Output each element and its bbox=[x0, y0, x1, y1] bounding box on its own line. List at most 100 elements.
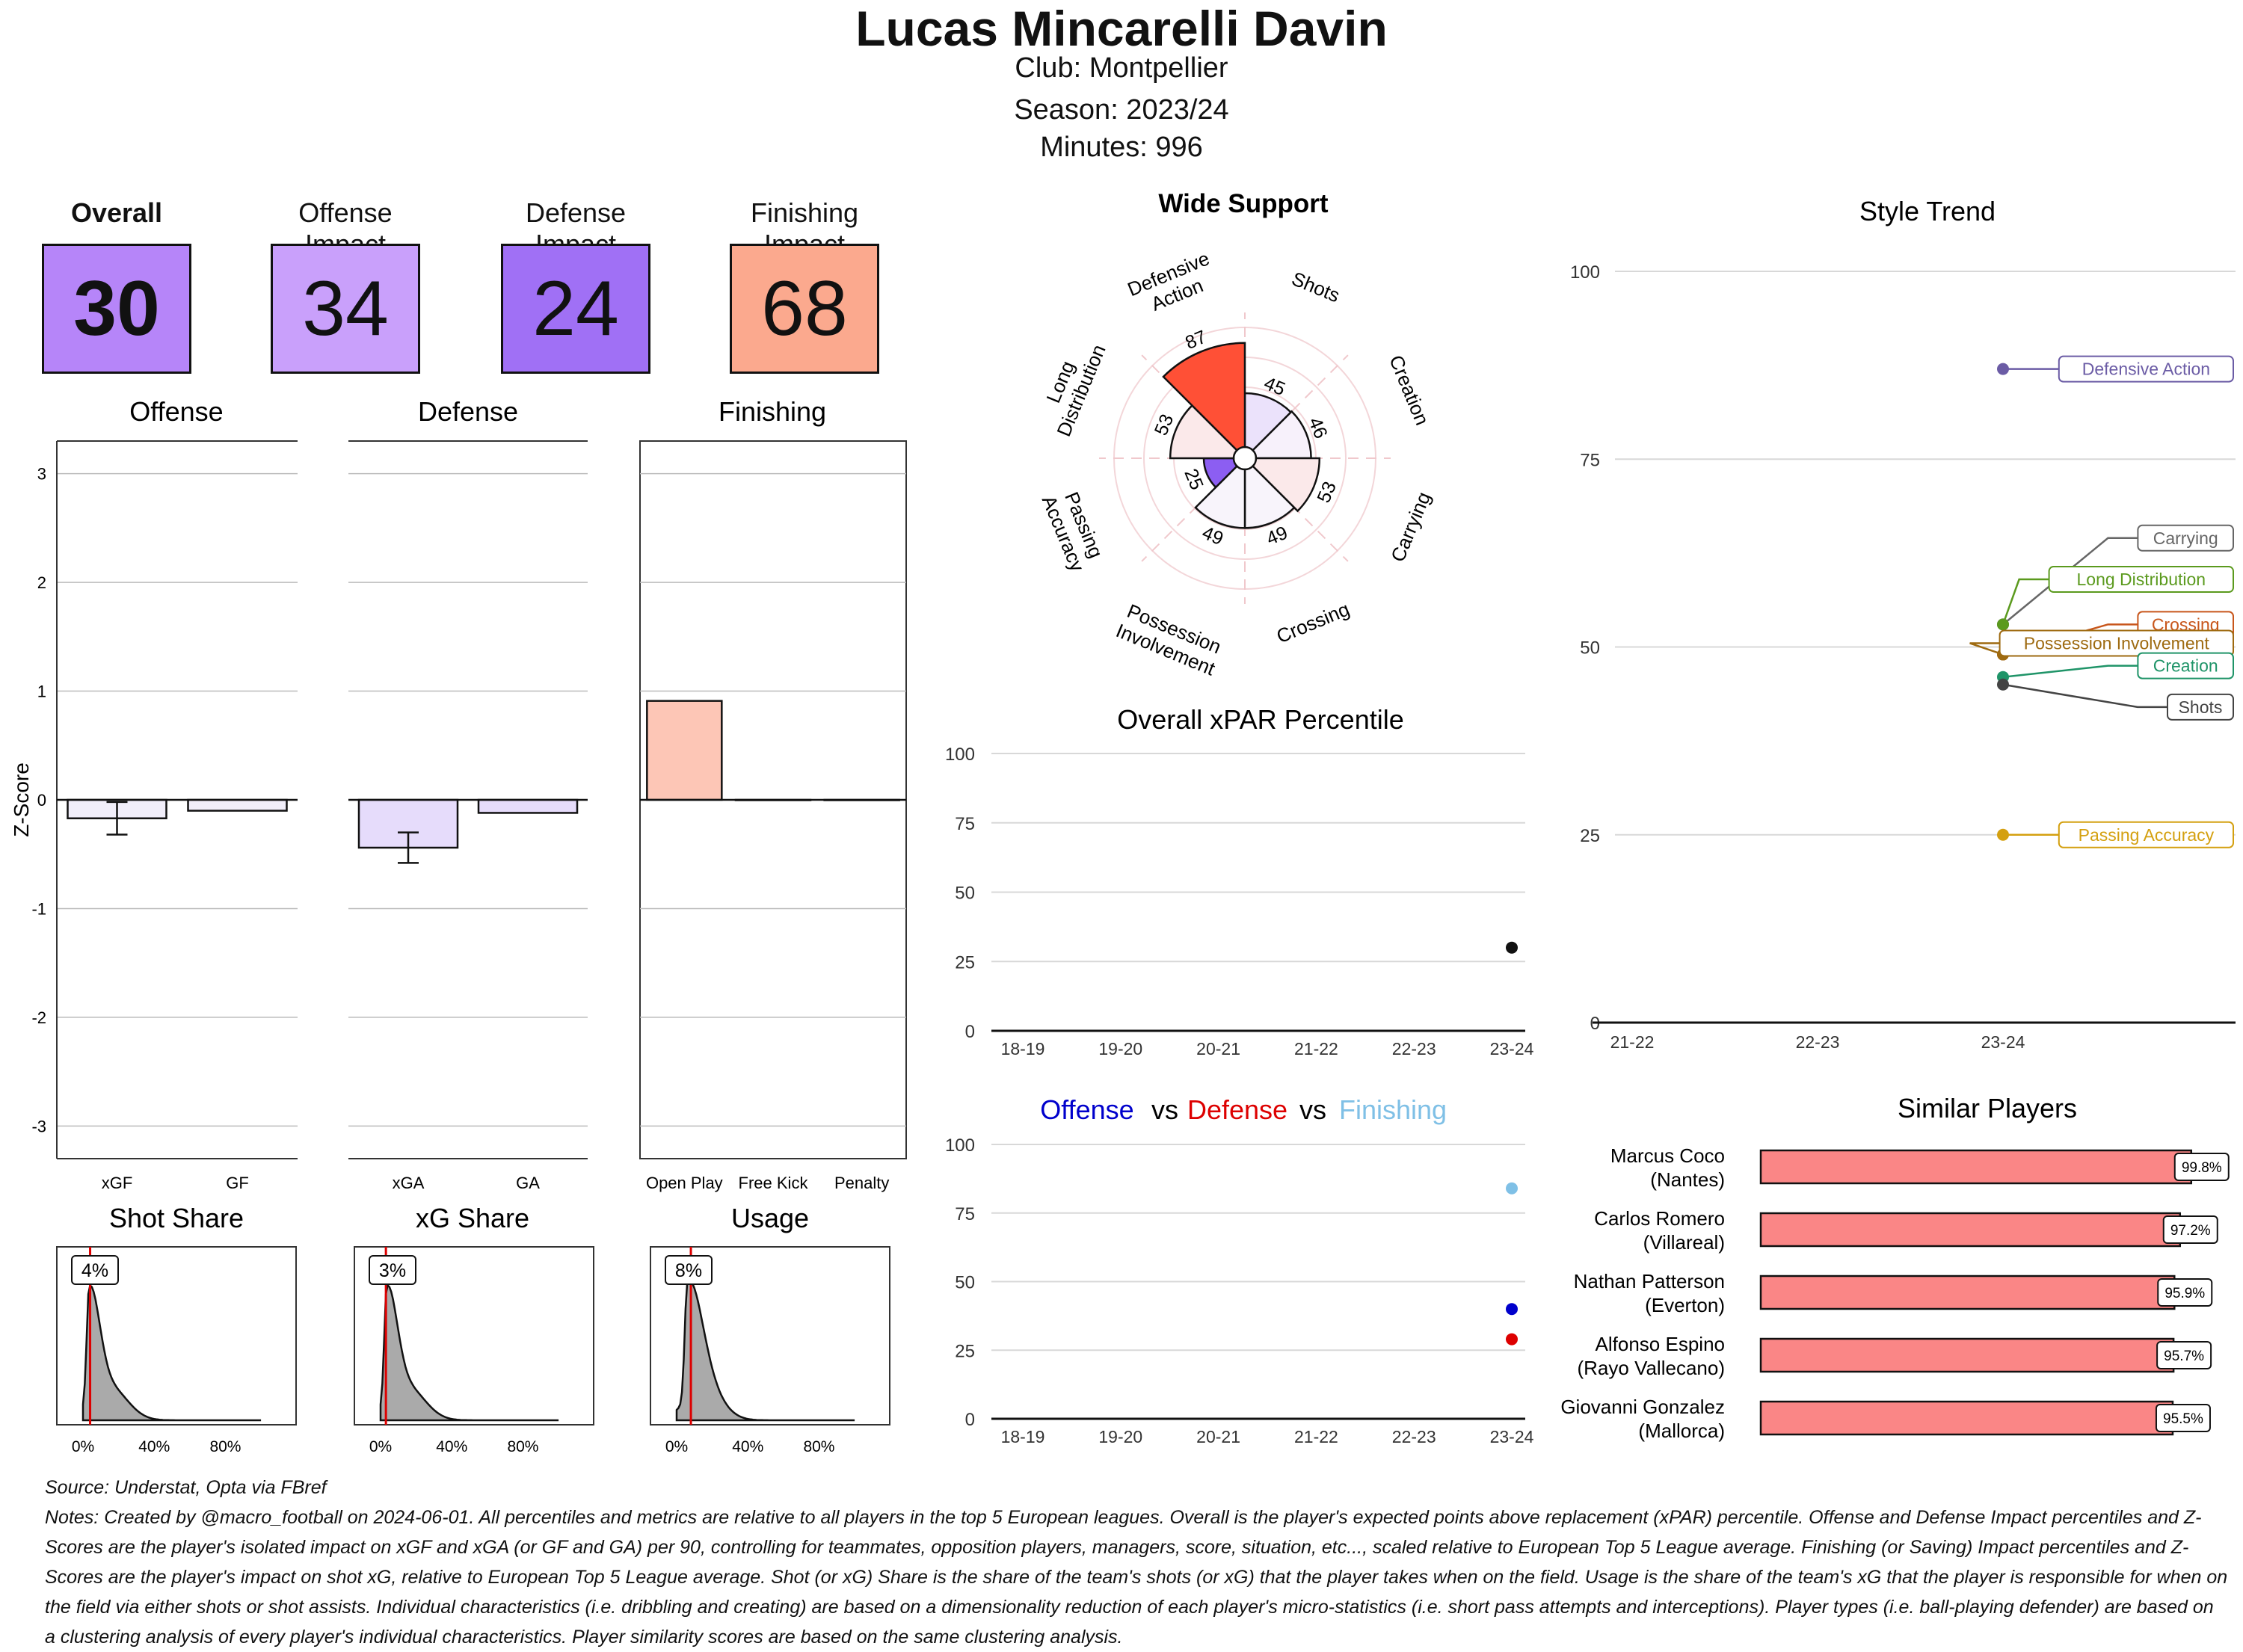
ovd-point-finishing bbox=[1506, 1182, 1518, 1195]
radial-bar-creation bbox=[1251, 410, 1312, 460]
radial-category-label: Crossing bbox=[1273, 597, 1353, 647]
similar-value-box bbox=[2173, 1153, 2230, 1181]
ovd-chart: Offense vs Defense vs Finishing 0 25 50 75 1… bbox=[945, 1094, 1534, 1446]
similar-player-club: (Villareal) bbox=[1643, 1231, 1725, 1254]
trend-label-box bbox=[2058, 355, 2234, 383]
zscore-chart: Offense Defense Finishing Z-Score -3 -2 -1… bbox=[10, 396, 907, 1192]
xg-share-title: xG Share bbox=[416, 1203, 529, 1233]
trend-label-box bbox=[2167, 693, 2234, 721]
offense-category-label: xGF bbox=[102, 1174, 133, 1192]
trend-label: Long Distribution bbox=[2076, 570, 2206, 589]
finishing-panel-title: Finishing bbox=[719, 396, 826, 427]
notes-text: Notes: Created by @macro_football on 202… bbox=[45, 1507, 2228, 1648]
style-trend-chart: Style Trend 025507510021-2222-2323-24Def… bbox=[1570, 196, 2236, 1052]
similar-value-label: 95.5% bbox=[2163, 1411, 2203, 1427]
ovd-x-tick: 22-23 bbox=[1392, 1427, 1436, 1446]
ovd-x-tick: 23-24 bbox=[1490, 1427, 1534, 1446]
radial-category-label: PassingAccuracy bbox=[1038, 484, 1110, 575]
ovd-y-tick: 0 bbox=[965, 1410, 975, 1430]
ovd-vs-2: vs bbox=[1299, 1094, 1326, 1125]
trend-x-tick: 23-24 bbox=[1981, 1032, 2025, 1052]
xpar-x-tick: 19-20 bbox=[1098, 1039, 1142, 1058]
source-note: Source: Understat, Opta via FBref bbox=[45, 1477, 327, 1498]
similar-players-chart: Similar Players Marcus Coco(Nantes) 99.8%… bbox=[1560, 1093, 2230, 1442]
usage-frame bbox=[650, 1246, 890, 1426]
usage-title: Usage bbox=[731, 1203, 809, 1233]
xpar-y-tick: 50 bbox=[955, 884, 975, 904]
trend-point-defensive-action bbox=[1997, 363, 2009, 375]
trend-label: Possession Involvement bbox=[2024, 633, 2210, 653]
usage-density-area bbox=[675, 1278, 855, 1422]
xpar-x-tick: 20-21 bbox=[1196, 1039, 1240, 1058]
offense-bar-gf bbox=[187, 798, 288, 812]
radial-category-label: Shots bbox=[1288, 267, 1343, 306]
defense-category-label: xGA bbox=[393, 1174, 425, 1192]
usage-x-tick: 40% bbox=[732, 1438, 763, 1455]
z-tick-label: -1 bbox=[31, 899, 46, 918]
shot-share-frame bbox=[56, 1246, 297, 1426]
radial-bar-defensive-action bbox=[1162, 342, 1246, 452]
similar-player-name: Marcus Coco bbox=[1610, 1144, 1725, 1167]
xpar-x-tick: 23-24 bbox=[1490, 1039, 1534, 1058]
trend-connector bbox=[2002, 683, 2167, 709]
trend-label-box bbox=[2048, 566, 2234, 594]
trend-connector bbox=[1969, 642, 2004, 656]
player-name: Lucas Mincarelli Davin bbox=[855, 1, 1388, 56]
similar-player-club: (Rayo Vallecano) bbox=[1577, 1357, 1725, 1379]
trend-connector bbox=[2002, 665, 2138, 678]
similar-bar bbox=[1759, 1149, 2193, 1185]
radial-category-label: PossessionInvolvement bbox=[1113, 599, 1228, 680]
trend-y-tick: 50 bbox=[1580, 638, 1600, 659]
trend-label-box bbox=[1999, 629, 2234, 657]
xpar-y-tick: 0 bbox=[965, 1022, 975, 1042]
offense-category-label: GF bbox=[226, 1174, 249, 1192]
ovd-x-tick: 19-20 bbox=[1098, 1427, 1142, 1446]
overall-xpar-title: Overall xPAR Percentile bbox=[1117, 704, 1403, 735]
ovd-x-tick: 18-19 bbox=[1001, 1427, 1045, 1446]
shot-share-x-tick: 80% bbox=[209, 1438, 241, 1455]
ovd-x-tick: 20-21 bbox=[1196, 1427, 1240, 1446]
z-tick-label: 0 bbox=[37, 791, 46, 810]
card-overall-label: Overall bbox=[70, 197, 163, 228]
similar-bar bbox=[1759, 1337, 2175, 1373]
defense-panel-title: Defense bbox=[418, 396, 518, 427]
finishing-category-label: Penalty bbox=[834, 1174, 889, 1192]
card-overall-value: 30 bbox=[42, 244, 191, 374]
trend-label-box bbox=[2058, 821, 2234, 848]
z-tick-label: 2 bbox=[37, 573, 46, 592]
radial-bar-shots bbox=[1243, 392, 1293, 452]
xpar-point bbox=[1506, 941, 1518, 954]
xg-share-value-label: 3% bbox=[379, 1260, 406, 1281]
xg-share-density-area bbox=[379, 1283, 559, 1422]
club-label: Club: Montpellier bbox=[1015, 52, 1228, 84]
defense-category-label: GA bbox=[516, 1174, 540, 1192]
shares-chart: Shot Share xG Share Usage 4% 0% 40% 80% 3% 0%… bbox=[56, 1203, 890, 1455]
radial-bar-long-distribution bbox=[1169, 404, 1239, 460]
similar-value-label: 95.9% bbox=[2164, 1286, 2205, 1301]
ovd-offense-title: Offense bbox=[1040, 1094, 1133, 1125]
trend-label: Defensive Action bbox=[2082, 360, 2210, 379]
xg-share-x-tick: 80% bbox=[507, 1438, 538, 1455]
similar-player-club: (Everton) bbox=[1645, 1294, 1725, 1316]
trend-connector bbox=[2002, 537, 2138, 626]
ovd-y-tick: 75 bbox=[955, 1204, 975, 1224]
season-label: Season: 2023/24 bbox=[1014, 94, 1229, 126]
xpar-x-tick: 18-19 bbox=[1001, 1039, 1045, 1058]
svg-text:Offense: Offense bbox=[1040, 1094, 1133, 1125]
z-score-axis-label: Z-Score bbox=[10, 762, 33, 837]
finishing-category-label: Open Play bbox=[646, 1174, 723, 1192]
overall-xpar-chart: Overall xPAR Percentile 0 25 50 75 100 18-19 1… bbox=[945, 704, 1534, 1058]
similar-value-box bbox=[2157, 1278, 2213, 1307]
ovd-y-tick: 100 bbox=[945, 1135, 975, 1156]
shot-share-x-tick: 0% bbox=[72, 1438, 94, 1455]
trend-label: Creation bbox=[2153, 656, 2218, 676]
trend-y-tick: 25 bbox=[1580, 826, 1600, 846]
radial-category-label: DefensiveAction bbox=[1124, 247, 1222, 321]
usage-x-tick: 0% bbox=[665, 1438, 688, 1455]
ovd-vs-1: vs bbox=[1151, 1094, 1178, 1125]
similar-bar bbox=[1759, 1275, 2176, 1310]
ovd-x-tick: 21-22 bbox=[1294, 1427, 1338, 1446]
radial-category-label: Carrying bbox=[1386, 489, 1435, 565]
trend-label-box bbox=[2137, 652, 2235, 679]
similar-value-box bbox=[2162, 1215, 2218, 1244]
